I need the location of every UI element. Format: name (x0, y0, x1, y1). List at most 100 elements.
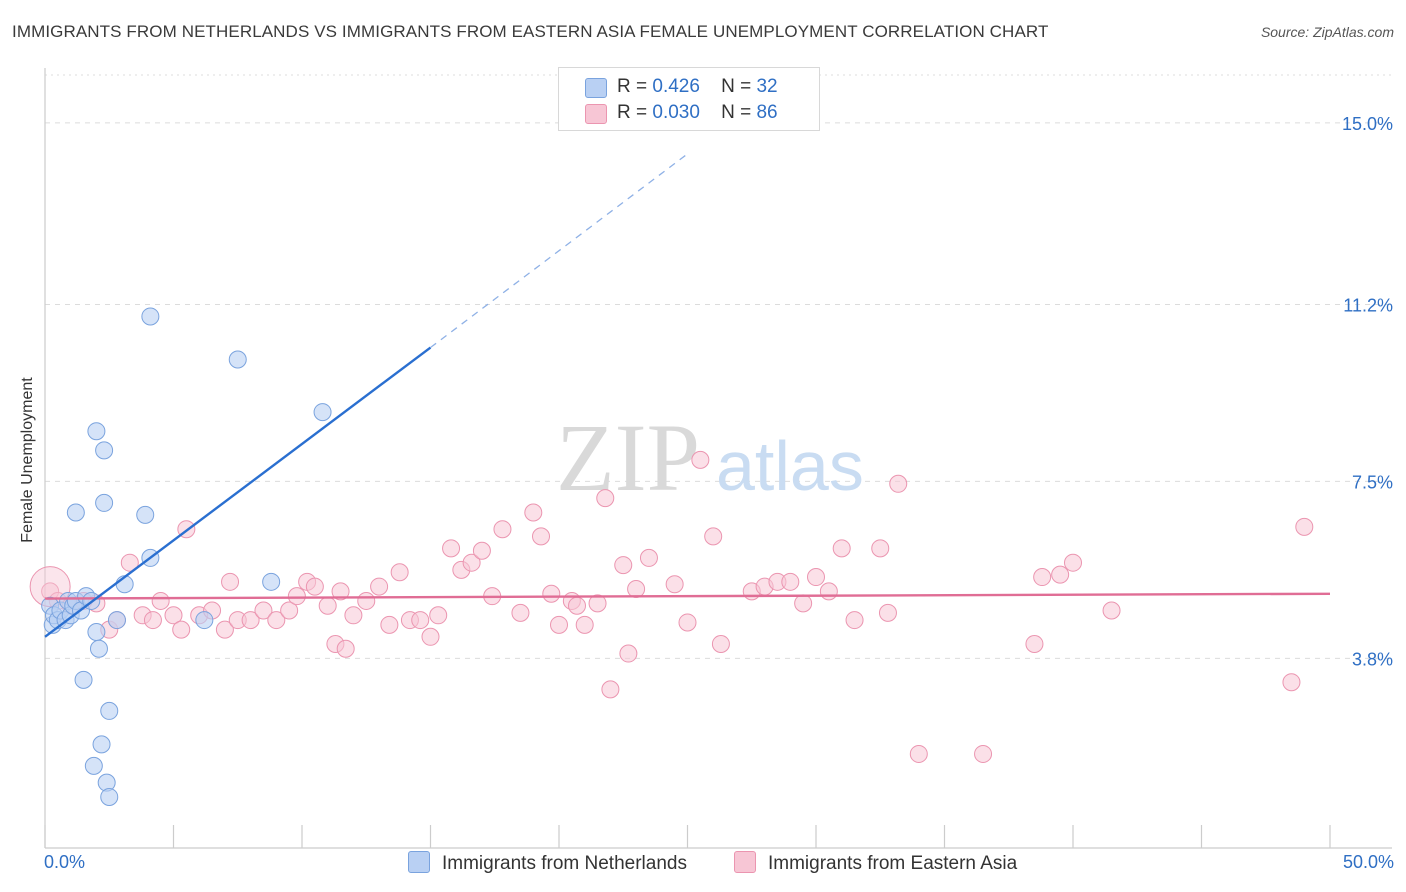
source-label: Source: ZipAtlas.com (1260, 24, 1394, 40)
eastern-asia-point (267, 611, 286, 630)
eastern-asia-point (280, 601, 299, 620)
eastern-asia-point (639, 548, 658, 567)
y-axis-label: Female Unemployment (19, 377, 36, 543)
eastern-asia-point (215, 620, 234, 639)
eastern-asia-point (781, 572, 800, 591)
eastern-asia-point (627, 579, 646, 598)
legend-n-label: N = (721, 102, 752, 123)
netherlands-point (74, 670, 93, 689)
eastern-asia-point (429, 606, 448, 625)
legend-r-value: 0.030 (652, 102, 700, 123)
y-tick-label: 3.8% (1352, 649, 1393, 669)
watermark-atlas: atlas (716, 427, 864, 505)
legend-r-value: 0.426 (652, 76, 700, 97)
eastern-asia-point (532, 527, 551, 546)
eastern-asia-point (1282, 673, 1301, 692)
correlation-legend: R = 0.426 N = 32 R = 0.030 N = 86 (558, 67, 820, 131)
eastern-asia-point (344, 606, 363, 625)
x-tick-label-max: 50.0% (1342, 852, 1394, 872)
bottom-legend-netherlands: Immigrants from Netherlands (408, 851, 687, 875)
eastern-asia-point (241, 611, 260, 630)
eastern-asia-point (678, 613, 697, 632)
eastern-asia-point (601, 680, 620, 699)
eastern-asia-point (524, 503, 543, 522)
legend-n-value: 32 (756, 76, 778, 97)
legend-swatch-blue (585, 78, 607, 98)
eastern-asia-point (164, 606, 183, 625)
eastern-asia-point (1051, 565, 1070, 584)
eastern-asia-points (29, 450, 1314, 763)
netherlands-point (66, 503, 85, 522)
eastern-asia-point (287, 587, 306, 606)
netherlands-point (228, 350, 247, 369)
eastern-asia-point (1025, 634, 1044, 653)
eastern-asia-point (550, 615, 568, 634)
netherlands-point (141, 307, 160, 326)
eastern-asia-point (370, 577, 389, 596)
bottom-legend-swatch-pink (734, 851, 756, 873)
eastern-asia-point (909, 744, 928, 763)
watermark-zip: ZIP (556, 404, 700, 511)
eastern-asia-trend-line (44, 592, 1331, 600)
netherlands-point (100, 787, 119, 806)
eastern-asia-point (120, 553, 139, 572)
legend-n-label: N = (721, 76, 752, 97)
bottom-legend-label-netherlands: Immigrants from Netherlands (442, 853, 687, 874)
y-axis-label-wrap: Female Unemployment (16, 355, 40, 565)
eastern-asia-point (1102, 601, 1121, 620)
eastern-asia-point (665, 575, 684, 594)
eastern-asia-point (575, 615, 594, 634)
netherlands-point (262, 572, 281, 591)
y-tick-label: 15.0% (1342, 114, 1393, 134)
netherlands-point (92, 735, 111, 754)
eastern-asia-point (619, 644, 638, 663)
eastern-asia-point (807, 568, 825, 587)
eastern-asia-point (974, 744, 993, 763)
eastern-asia-point (889, 474, 908, 493)
eastern-asia-point (832, 539, 851, 558)
eastern-asia-point (462, 553, 481, 572)
eastern-asia-point (318, 596, 337, 615)
eastern-asia-point (221, 572, 240, 591)
netherlands-point (100, 701, 119, 720)
eastern-asia-point (542, 584, 561, 603)
netherlands-trend-extension (430, 153, 688, 349)
legend-r-label: R = (617, 102, 648, 123)
eastern-asia-point (390, 563, 409, 582)
netherlands-point (313, 403, 332, 422)
eastern-asia-point (1064, 553, 1082, 572)
netherlands-points (41, 307, 332, 806)
eastern-asia-point (596, 489, 615, 508)
netherlands-point (195, 611, 214, 630)
netherlands-trend-line (44, 346, 432, 638)
netherlands-point (87, 422, 106, 441)
y-tick-labels: 3.8% 7.5% 11.2% 15.0% (1342, 114, 1393, 670)
legend-swatch-pink (585, 104, 607, 124)
eastern-asia-point (1033, 568, 1052, 587)
netherlands-point (95, 493, 114, 512)
netherlands-point (136, 505, 155, 524)
grid-lines (45, 74, 1392, 659)
eastern-asia-point (357, 591, 376, 610)
netherlands-point (84, 756, 103, 775)
eastern-asia-point (511, 603, 530, 622)
eastern-asia-point (331, 582, 350, 601)
bottom-legend-label-eastern-asia: Immigrants from Eastern Asia (768, 853, 1018, 874)
eastern-asia-point (172, 620, 191, 639)
eastern-asia-point (421, 627, 440, 646)
legend-r-label: R = (617, 76, 648, 97)
eastern-asia-point (305, 577, 324, 596)
eastern-asia-point (442, 539, 461, 558)
eastern-asia-point (711, 634, 730, 653)
x-tick-label-min: 0.0% (44, 852, 86, 872)
bottom-legend-swatch-blue (408, 851, 430, 873)
eastern-asia-point (411, 611, 430, 630)
eastern-asia-point (845, 611, 864, 630)
eastern-asia-point (143, 611, 162, 630)
eastern-asia-point (567, 596, 586, 615)
eastern-asia-point (254, 601, 273, 620)
bottom-legend-eastern-asia: Immigrants from Eastern Asia (734, 851, 1017, 875)
netherlands-point (107, 611, 126, 630)
netherlands-point (87, 623, 106, 642)
